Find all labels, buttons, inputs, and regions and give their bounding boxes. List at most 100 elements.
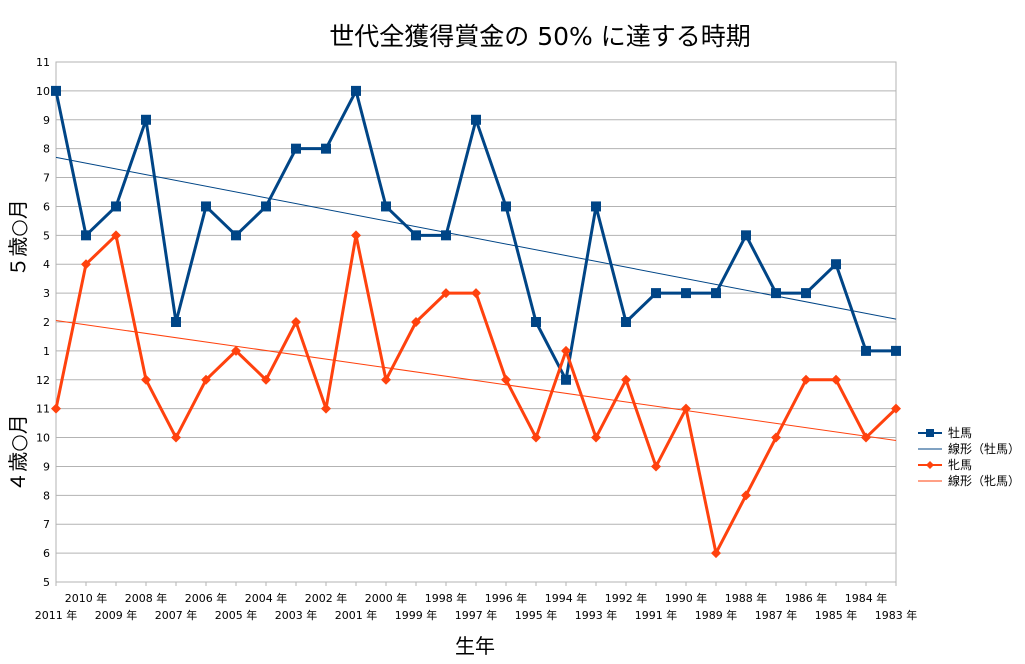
x-tick-label: 1985 年: [815, 608, 858, 622]
x-tick-label: 2008 年: [125, 591, 168, 605]
y-tick-label: 10: [36, 85, 50, 98]
data-point: [831, 374, 841, 385]
y-tick-label: 6: [43, 200, 50, 213]
x-tick-label: 2004 年: [245, 591, 288, 605]
data-point: [201, 374, 211, 385]
data-point: [171, 432, 181, 443]
data-point: [531, 317, 541, 327]
gridlines: [55, 61, 897, 583]
chart-title: 世代全獲得賞金の 50% に達する時期: [329, 22, 750, 51]
x-tick-label: 2001 年: [335, 608, 378, 622]
x-tick-label: 2010 年: [65, 591, 108, 605]
y-tick-label: 9: [43, 114, 50, 127]
y-tick-label: 7: [43, 518, 50, 531]
y-tick-label: 11: [36, 56, 50, 69]
data-point: [861, 432, 871, 443]
x-tick-label: 1996 年: [485, 591, 528, 605]
data-point: [81, 259, 91, 270]
data-point: [411, 317, 421, 327]
data-point: [561, 374, 571, 385]
legend-label: 線形（牝馬）: [948, 473, 1020, 488]
data-point: [771, 288, 781, 299]
y-tick-label: 9: [43, 460, 50, 473]
x-tick-label: 2002 年: [305, 591, 348, 605]
data-point: [801, 374, 811, 385]
y-tick-label: 1: [43, 345, 50, 358]
x-tick-label: 1990 年: [665, 591, 708, 605]
trendline-3: [55, 320, 897, 441]
data-point: [801, 288, 811, 299]
data-point: [231, 230, 241, 241]
y-axis-label-upper: ５歳○月: [6, 199, 30, 276]
data-point: [771, 432, 781, 443]
data-point: [501, 374, 511, 385]
data-point: [501, 201, 511, 212]
data-point: [441, 230, 451, 241]
x-tick-label: 1997 年: [455, 608, 498, 622]
data-point: [81, 230, 91, 241]
x-tick-label: 1993 年: [575, 608, 618, 622]
y-tick-label: 7: [43, 172, 50, 185]
data-point: [321, 143, 331, 154]
data-point: [111, 201, 121, 212]
data-point: [591, 432, 601, 443]
data-point: [141, 114, 151, 125]
x-tick-label: 1983 年: [875, 608, 918, 622]
legend-label: 牝馬: [948, 458, 972, 472]
legend-label: 牡馬: [948, 425, 972, 440]
x-tick-label: 2009 年: [95, 608, 138, 622]
data-point: [471, 288, 481, 299]
x-tick-label: 1991 年: [635, 608, 678, 622]
x-tick-label: 1994 年: [545, 591, 588, 605]
y-tick-label: 12: [36, 374, 50, 387]
y-tick-label: 6: [43, 547, 50, 560]
data-point: [51, 85, 61, 96]
x-tick-label: 1988 年: [725, 591, 768, 605]
y-tick-label: 3: [43, 287, 50, 300]
data-point: [651, 288, 661, 299]
data-point: [591, 201, 601, 212]
data-point: [891, 345, 901, 356]
x-tick-label: 1999 年: [395, 608, 438, 622]
data-point: [231, 345, 241, 356]
legend-marker: [926, 461, 934, 469]
legend-label: 線形（牡馬）: [948, 441, 1020, 456]
data-point: [411, 230, 421, 241]
data-point: [141, 374, 151, 385]
y-tick-label: 4: [43, 258, 50, 271]
trendline-1: [55, 156, 897, 320]
y-tick-label: 8: [43, 489, 50, 502]
x-axis-ticks: 2010 年 2008 年 2006 年 2004 年 2002 年 2000 年 1998…: [35, 582, 918, 622]
data-point: [621, 374, 631, 385]
data-point: [681, 288, 691, 299]
data-point: [561, 345, 571, 356]
legend-marker: [926, 429, 934, 437]
data-point: [171, 317, 181, 327]
x-tick-label: 1986 年: [785, 591, 828, 605]
y-tick-label: 5: [43, 229, 50, 242]
data-point: [891, 403, 901, 414]
data-point: [321, 403, 331, 414]
x-tick-label: 1989 年: [695, 608, 738, 622]
data-point: [651, 461, 661, 472]
data-point: [291, 317, 301, 327]
data-point: [741, 490, 751, 501]
x-tick-label: 2000 年: [365, 591, 408, 605]
data-point: [111, 230, 121, 241]
series-group: [51, 85, 901, 559]
data-point: [861, 345, 871, 356]
data-point: [741, 230, 751, 241]
y-tick-label: 5: [43, 576, 50, 589]
data-point: [381, 201, 391, 212]
x-tick-label: 1984 年: [845, 591, 888, 605]
y-tick-label: 11: [36, 403, 50, 416]
data-point: [711, 548, 721, 559]
x-axis-label: 生年: [455, 634, 495, 658]
x-tick-label: 1992 年: [605, 591, 648, 605]
y-axis-label-lower: ４歳○月: [6, 414, 30, 491]
y-tick-label: 8: [43, 143, 50, 156]
x-tick-label: 1995 年: [515, 608, 558, 622]
data-point: [51, 403, 61, 414]
